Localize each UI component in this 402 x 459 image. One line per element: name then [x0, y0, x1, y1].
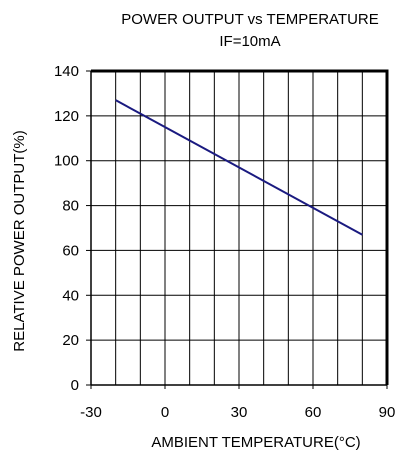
x-tick-label: -30 — [80, 404, 102, 421]
y-tick-label: 80 — [62, 198, 79, 215]
plot-frame — [90, 69, 389, 386]
x-tick-label: 90 — [379, 404, 396, 421]
series-line — [115, 99, 363, 236]
chart-subtitle: IF=10mA — [219, 33, 280, 50]
y-tick-label: 120 — [54, 108, 79, 125]
y-tick-label: 0 — [71, 377, 79, 394]
x-tick-label: 0 — [161, 404, 169, 421]
grid-lines — [91, 71, 387, 385]
y-axis-label: RELATIVE POWER OUTPUT(%) — [11, 130, 28, 351]
series-layer — [115, 99, 363, 236]
x-tick-label: 60 — [305, 404, 322, 421]
x-tick-label: 30 — [231, 404, 248, 421]
y-tick-label: 20 — [62, 332, 79, 349]
x-axis-label: AMBIENT TEMPERATURE(°C) — [151, 434, 360, 451]
y-tick-label: 140 — [54, 63, 79, 80]
chart-title: POWER OUTPUT vs TEMPERATURE — [121, 11, 379, 28]
y-tick-label: 60 — [62, 242, 79, 259]
y-tick-label: 40 — [62, 287, 79, 304]
y-tick-label: 100 — [54, 153, 79, 170]
